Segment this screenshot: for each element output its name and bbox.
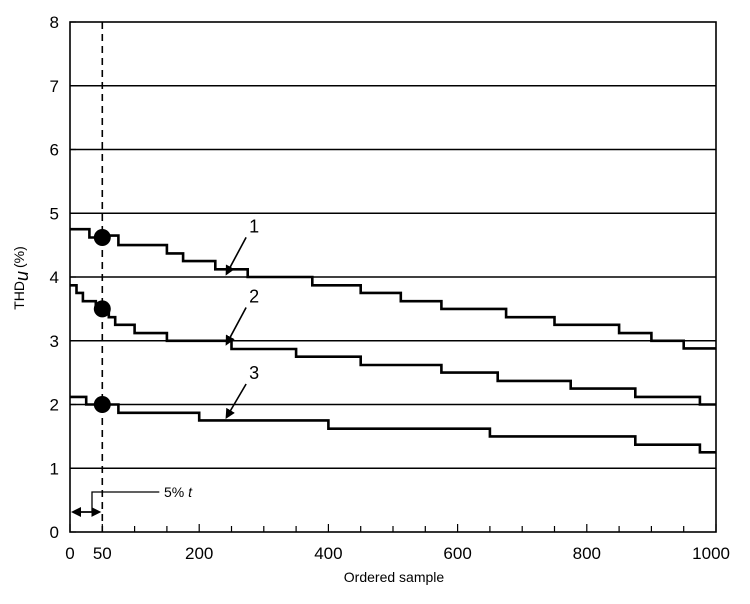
series-marker-3 bbox=[93, 396, 111, 413]
x-tick-label-600: 600 bbox=[443, 544, 471, 563]
annotations: 1 2 3 5% t bbox=[71, 216, 259, 517]
series-marker-1 bbox=[93, 228, 111, 246]
y-tick-label-6: 6 bbox=[50, 141, 59, 160]
series-line-3 bbox=[70, 395, 716, 454]
x-tick-label-200: 200 bbox=[185, 544, 213, 563]
plot-frame bbox=[69, 21, 717, 533]
series-label-1: 1 bbox=[249, 216, 259, 236]
plot-border bbox=[69, 21, 717, 533]
span-label: 5% t bbox=[164, 484, 193, 500]
x-tick-label-0: 0 bbox=[65, 544, 74, 563]
series-line-1 bbox=[70, 227, 716, 350]
series-label-3: 3 bbox=[249, 363, 259, 383]
y-axis-label-unit: (%) bbox=[11, 246, 27, 268]
y-tick-label-3: 3 bbox=[50, 332, 59, 351]
svg-text:THDu(%): THDu (%) bbox=[11, 246, 32, 310]
series-line-2 bbox=[70, 284, 716, 406]
y-tick-label-4: 4 bbox=[50, 268, 59, 287]
y-tick-label-8: 8 bbox=[50, 13, 59, 32]
x-tick-label-50: 50 bbox=[93, 544, 112, 563]
span-leader bbox=[91, 491, 160, 512]
series-marker-2 bbox=[93, 300, 111, 318]
series-arrow-3 bbox=[225, 383, 247, 419]
x-tick-label-1000: 1000 bbox=[692, 544, 730, 563]
y-tick-label-2: 2 bbox=[50, 396, 59, 415]
y-axis-label-sub: u bbox=[12, 271, 32, 281]
y-tick-label-0: 0 bbox=[50, 523, 59, 542]
x-tick-label-800: 800 bbox=[573, 544, 601, 563]
y-axis-label-main: THD bbox=[11, 281, 27, 310]
series-label-2: 2 bbox=[249, 287, 259, 307]
gridlines bbox=[70, 85, 716, 469]
x-tick-label-400: 400 bbox=[314, 544, 342, 563]
x-axis-label: Ordered sample bbox=[344, 569, 445, 585]
tick-labels: 0 1 2 3 4 5 6 7 8 0 50 200 400 600 800 1000 bbox=[50, 13, 730, 563]
y-axis-label: THDu (%) bbox=[11, 246, 32, 310]
series-arrow-1 bbox=[225, 236, 247, 276]
y-tick-label-1: 1 bbox=[50, 459, 59, 478]
y-tick-label-5: 5 bbox=[50, 204, 59, 223]
series-arrow-2 bbox=[225, 307, 247, 346]
y-tick-label-7: 7 bbox=[50, 77, 59, 96]
